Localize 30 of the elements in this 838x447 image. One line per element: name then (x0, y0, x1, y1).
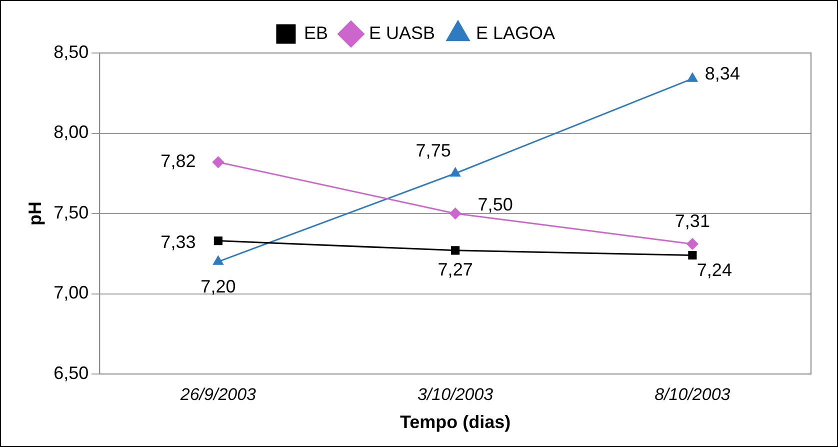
y-tick-label: 8,00 (54, 122, 89, 142)
point (212, 156, 224, 168)
x-axis-title: Tempo (dias) (400, 412, 511, 432)
point (688, 250, 697, 260)
point (214, 236, 222, 246)
data-label: 7,82 (160, 151, 196, 172)
point (686, 238, 698, 250)
x-tick-label: 3/10/2003 (417, 384, 494, 404)
y-tick-label: 8,50 (54, 42, 89, 62)
y-axis-title: pH (24, 202, 45, 226)
data-label: 7,50 (478, 194, 513, 214)
data-label: 7,75 (416, 140, 451, 160)
data-label: 7,33 (160, 232, 196, 252)
data-label: 7,24 (696, 260, 732, 280)
y-tick-label: 7,00 (54, 282, 89, 303)
point (450, 168, 460, 177)
x-tick-label: 26/9/2003 (179, 384, 257, 404)
point (450, 208, 462, 220)
legend-label: E UASB (368, 22, 436, 43)
data-label: 7,27 (438, 259, 473, 280)
legend-label: E LAGOA (476, 22, 556, 43)
data-label: 7,31 (674, 210, 710, 231)
data-label: 8,34 (704, 64, 740, 84)
point (451, 246, 460, 255)
point (687, 72, 698, 82)
y-tick-label: 7,50 (54, 202, 89, 222)
data-label: 7,20 (200, 276, 236, 297)
x-tick-label: 8/10/2003 (654, 384, 731, 404)
y-tick-label: 6,50 (54, 362, 89, 383)
legend-label: EB (304, 22, 328, 43)
